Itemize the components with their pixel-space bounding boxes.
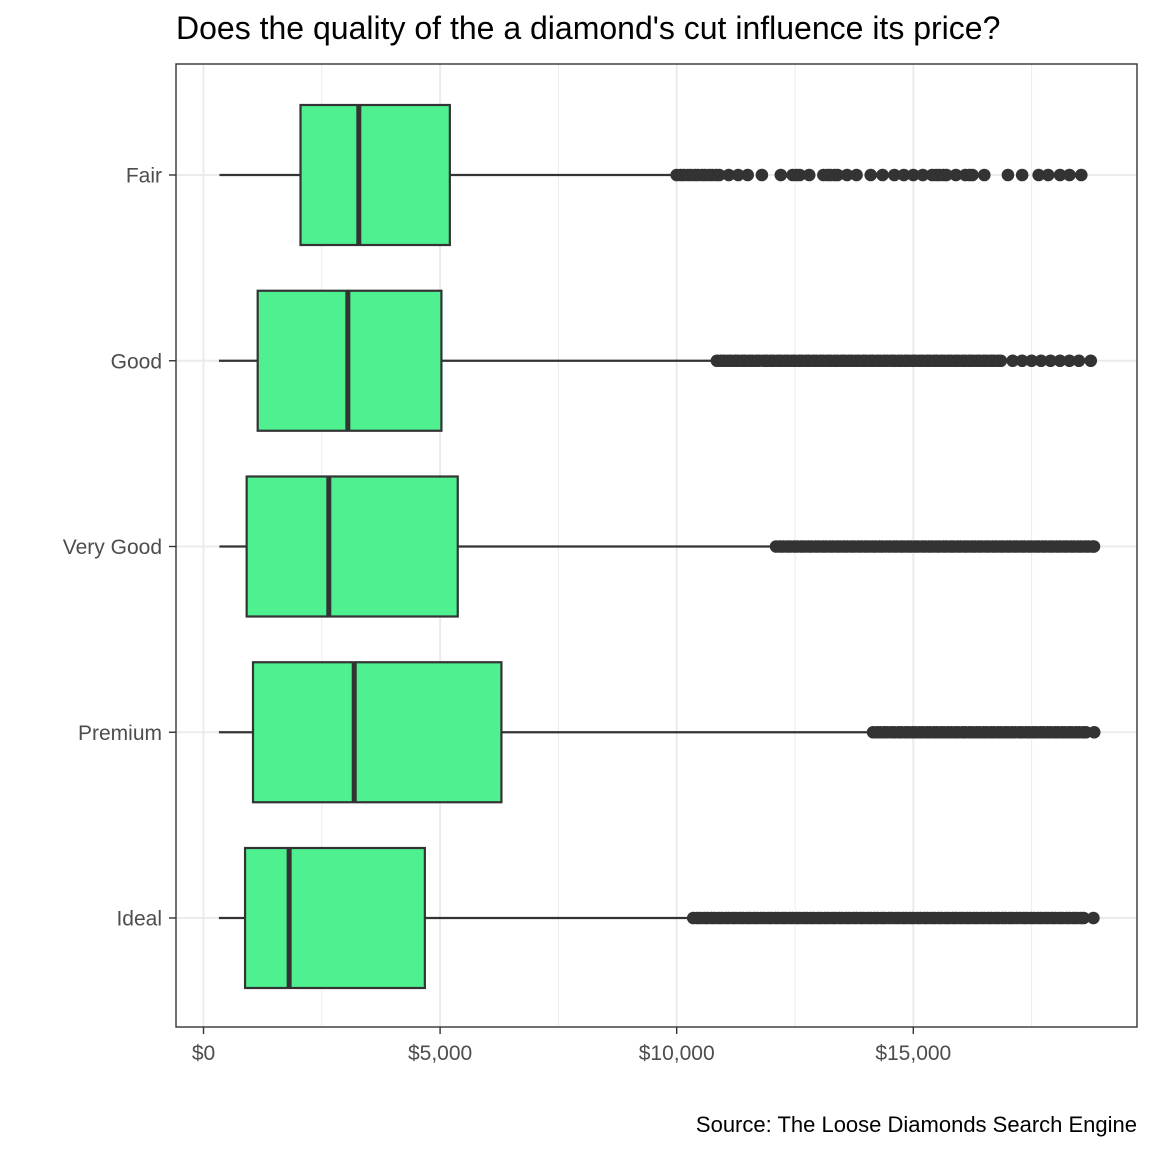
outliers: [866, 725, 1101, 739]
outlier-point: [712, 168, 726, 182]
outliers: [769, 540, 1101, 553]
box-iqr: [299, 103, 451, 247]
box-premium: [218, 661, 1101, 804]
y-tick-label: Premium: [78, 722, 162, 745]
outlier-point: [1087, 725, 1101, 739]
outlier-point: [876, 168, 889, 182]
outlier-point: [1074, 168, 1088, 182]
outlier-point: [741, 168, 754, 182]
outlier-point: [793, 168, 807, 182]
outlier-point: [1032, 168, 1045, 182]
x-tick-label: $5,000: [408, 1042, 472, 1065]
outlier-point: [731, 168, 745, 182]
outlier-point: [940, 168, 953, 182]
outlier-point: [1087, 911, 1100, 925]
outlier-point: [802, 168, 816, 182]
outlier-point: [1034, 354, 1048, 368]
chart-title: Does the quality of the a diamond's cut …: [176, 10, 1000, 46]
outliers: [670, 168, 1088, 182]
outlier-point: [850, 168, 863, 182]
outlier-point: [722, 168, 736, 182]
outlier-point: [1015, 168, 1029, 182]
outlier-point: [1063, 168, 1076, 182]
outlier-point: [1044, 354, 1057, 368]
box-iqr: [245, 475, 459, 618]
outlier-point: [949, 168, 963, 182]
outlier-point: [1025, 354, 1038, 368]
outlier-point: [774, 168, 788, 182]
box-layer: [218, 103, 1101, 990]
outlier-point: [1041, 168, 1055, 182]
panel-border: [175, 63, 1138, 1028]
outlier-point: [1087, 540, 1101, 553]
outlier-point: [1053, 168, 1067, 182]
outlier-point: [1072, 354, 1086, 368]
x-tick-label: $10,000: [639, 1042, 715, 1065]
outlier-point: [1015, 354, 1029, 368]
y-tick-label: Ideal: [116, 908, 162, 931]
box-fair: [219, 103, 1088, 247]
outlier-point: [977, 168, 991, 182]
box-iqr: [251, 661, 503, 804]
outlier-point: [994, 354, 1008, 368]
outlier-point: [1006, 354, 1019, 368]
box-ideal: [218, 846, 1100, 990]
outlier-point: [755, 168, 769, 182]
outlier-point: [916, 168, 930, 182]
outliers: [686, 911, 1100, 925]
outliers: [710, 354, 1098, 368]
outlier-point: [1077, 911, 1090, 925]
outlier-point: [907, 168, 920, 182]
y-tick-label: Very Good: [63, 536, 162, 559]
y-tick-label: Fair: [126, 165, 162, 188]
axes: Fair Good Very Good Premium Ideal $0 $5,000 $10…: [63, 165, 951, 1066]
outlier-point: [1084, 354, 1098, 368]
box-iqr: [243, 846, 426, 990]
outlier-point: [864, 168, 878, 182]
chart-caption: Source: The Loose Diamonds Search Engine: [696, 1112, 1137, 1137]
x-tick-label: $0: [192, 1042, 215, 1065]
outlier-point: [840, 168, 854, 182]
outlier-point: [888, 168, 901, 182]
outlier-point: [831, 168, 844, 182]
box-good: [218, 289, 1098, 432]
outlier-point: [1001, 168, 1015, 182]
y-tick-label: Good: [111, 350, 162, 373]
outlier-point: [897, 168, 911, 182]
outlier-point: [1063, 354, 1076, 368]
outlier-point: [1053, 354, 1067, 368]
box-very-good: [219, 475, 1101, 618]
x-tick-label: $15,000: [875, 1042, 951, 1065]
outlier-point: [966, 168, 979, 182]
